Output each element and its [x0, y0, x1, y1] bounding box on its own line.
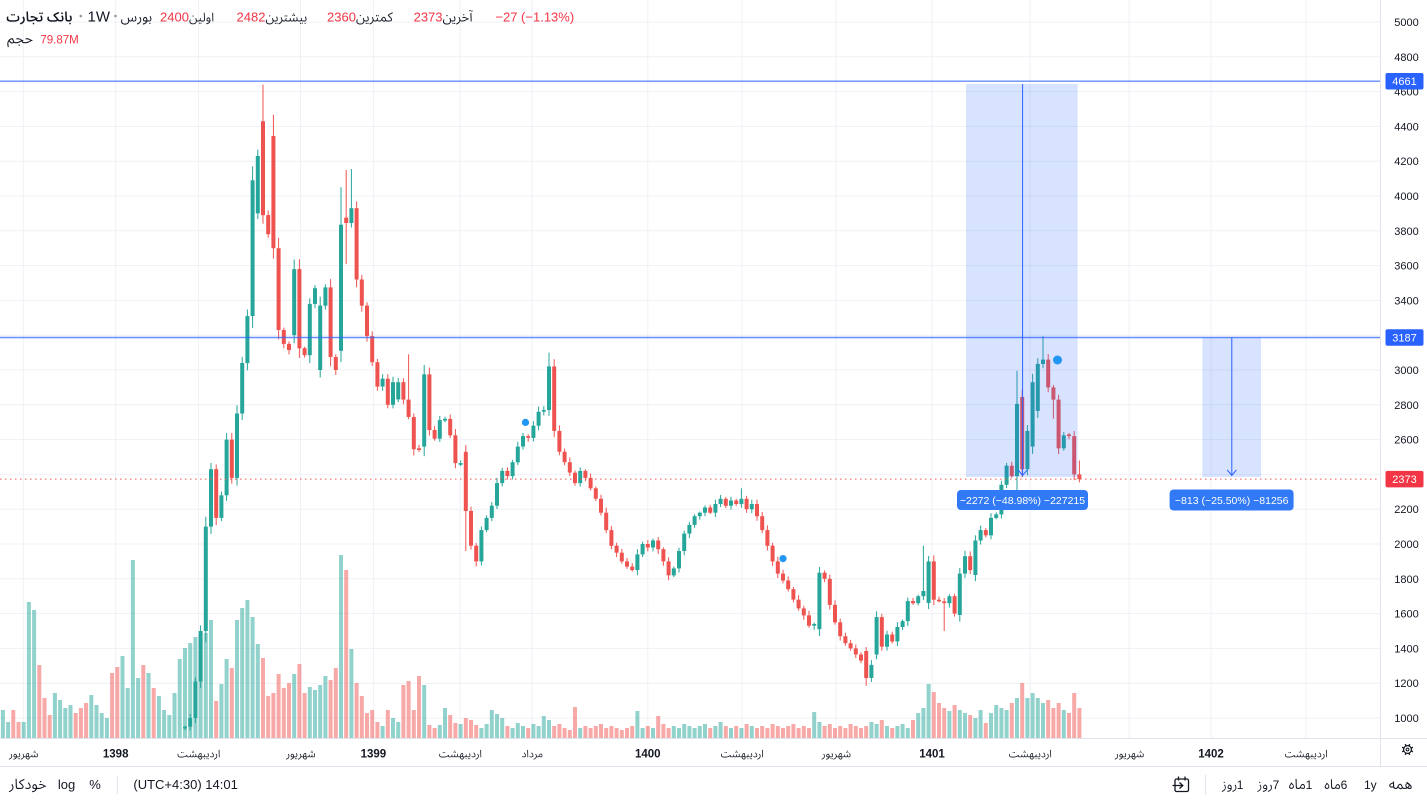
svg-text:3000: 3000 [1394, 365, 1418, 377]
svg-text:1y: 1y [1364, 778, 1377, 792]
svg-text:1401: 1401 [919, 748, 945, 760]
svg-text:1399: 1399 [361, 748, 387, 760]
svg-text:2800: 2800 [1394, 400, 1418, 412]
svg-text:2000: 2000 [1394, 539, 1418, 551]
svg-text:1402: 1402 [1198, 748, 1224, 760]
svg-text:1800: 1800 [1394, 574, 1418, 586]
svg-text:1: 1 [1306, 778, 1313, 792]
svg-text:4400: 4400 [1394, 121, 1418, 133]
svg-text:−813 (−25.50%) −81256: −813 (−25.50%) −81256 [1175, 495, 1289, 507]
svg-text:3800: 3800 [1394, 226, 1418, 238]
svg-text:4800: 4800 [1394, 52, 1418, 64]
svg-text:7: 7 [1273, 778, 1280, 792]
svg-text:%: % [89, 777, 101, 792]
svg-text:1200: 1200 [1394, 678, 1418, 690]
svg-text:4200: 4200 [1394, 156, 1418, 168]
svg-text:3400: 3400 [1394, 295, 1418, 307]
svg-text:1600: 1600 [1394, 609, 1418, 621]
svg-text:3187: 3187 [1392, 333, 1416, 345]
svg-text:2360: 2360 [327, 10, 356, 25]
svg-text:79.87M: 79.87M [40, 34, 78, 46]
svg-text:1400: 1400 [1394, 643, 1418, 655]
svg-text:2373: 2373 [1392, 474, 1416, 486]
svg-text:1000: 1000 [1394, 713, 1418, 725]
svg-text:6: 6 [1341, 778, 1348, 792]
svg-text:2482: 2482 [237, 10, 266, 25]
svg-text:log: log [58, 777, 75, 792]
svg-text:5000: 5000 [1394, 17, 1418, 29]
svg-text:1W: 1W [88, 9, 111, 26]
svg-text:2400: 2400 [160, 10, 189, 25]
svg-text:1: 1 [1237, 778, 1244, 792]
svg-text:4600: 4600 [1394, 87, 1418, 99]
svg-text:4661: 4661 [1392, 76, 1416, 88]
svg-text:2373: 2373 [414, 10, 443, 25]
svg-text:3600: 3600 [1394, 261, 1418, 273]
svg-text:(UTC+4:30) 14:01: (UTC+4:30) 14:01 [133, 777, 237, 792]
svg-text:2200: 2200 [1394, 504, 1418, 516]
svg-text:4000: 4000 [1394, 191, 1418, 203]
svg-text:2600: 2600 [1394, 435, 1418, 447]
svg-text:1398: 1398 [103, 748, 129, 760]
svg-text:1400: 1400 [635, 748, 661, 760]
svg-text:−2272 (−48.98%) −227215: −2272 (−48.98%) −227215 [960, 495, 1085, 507]
svg-text:−27 (−1.13%): −27 (−1.13%) [495, 10, 574, 25]
